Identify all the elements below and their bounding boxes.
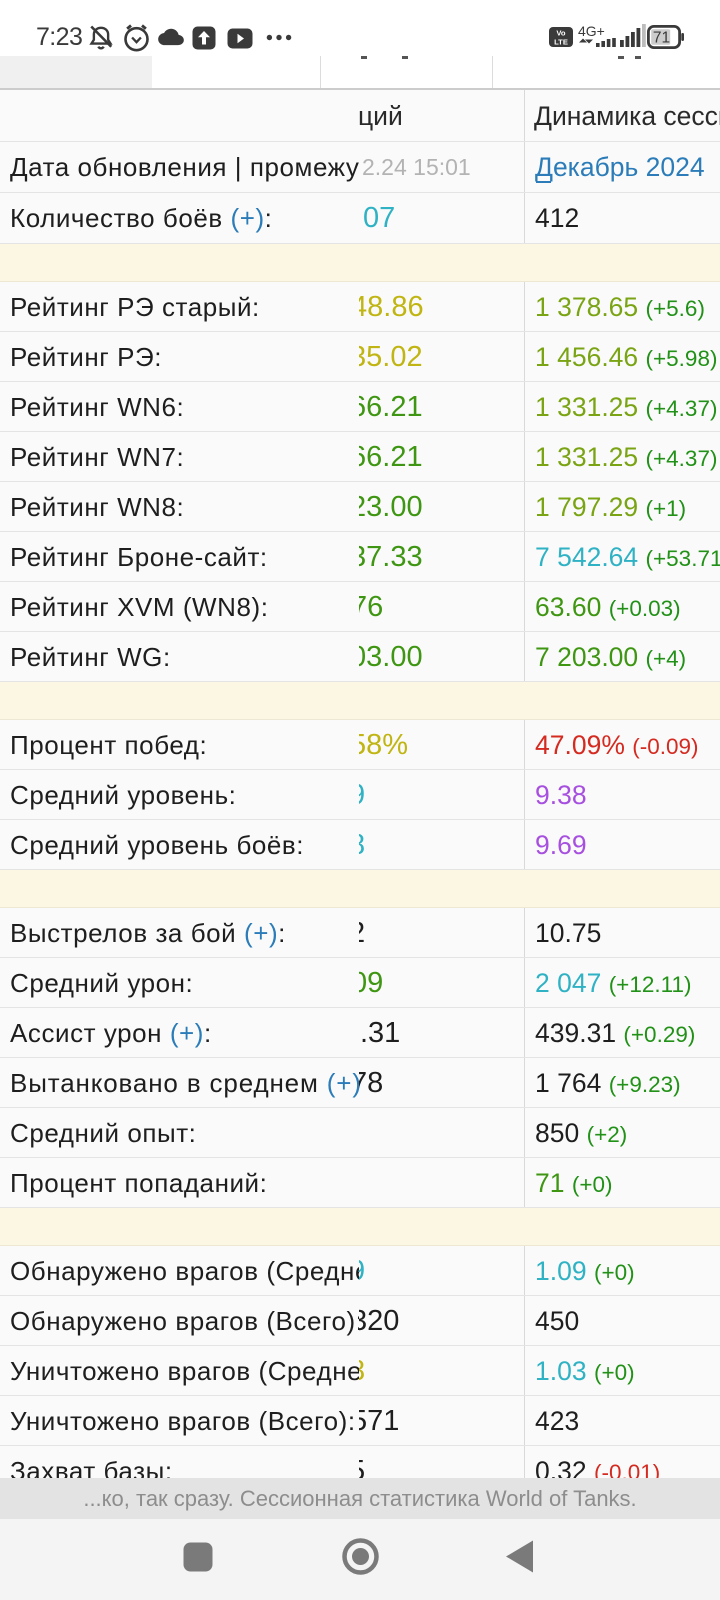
- svg-text:Vo: Vo: [556, 29, 566, 38]
- svg-text:71: 71: [653, 29, 670, 46]
- svg-text:LTE: LTE: [554, 37, 568, 46]
